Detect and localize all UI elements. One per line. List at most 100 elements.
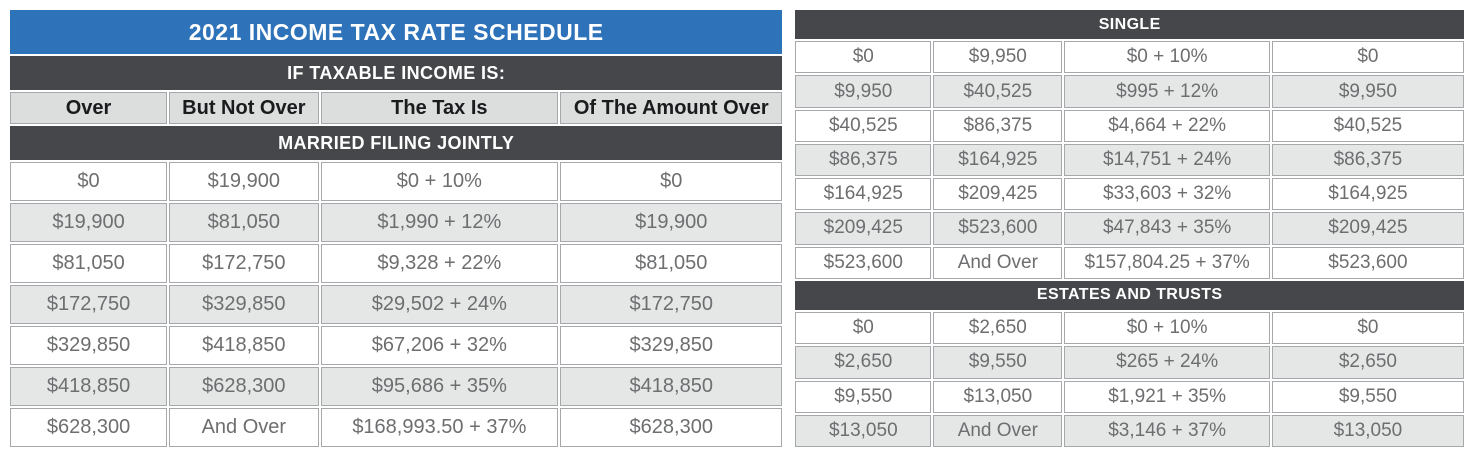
- table-cell: $81,050: [10, 244, 168, 283]
- married-filing-jointly-rows: $0 $19,900 $0 + 10% $0 $19,900 $81,050 $1,990 …: [10, 162, 783, 447]
- table-cell: $13,050: [1271, 414, 1464, 447]
- table-cell: $0 + 10%: [1064, 41, 1270, 74]
- single-rows: $0 $9,950 $0 + 10% $0 $9,950 $40,525 $995 + 12…: [795, 41, 1464, 279]
- table-cell: $628,300: [169, 367, 319, 406]
- table-cell: $0: [10, 162, 168, 201]
- table-cell: $4,664 + 22%: [1064, 109, 1270, 142]
- table-row: $2,650 $9,550 $265 + 24% $2,650: [795, 346, 1464, 379]
- table-row: $523,600 And Over $157,804.25 + 37% $523,60…: [795, 246, 1464, 279]
- married-filing-jointly-table: 2021 INCOME TAX RATE SCHEDULE IF TAXABLE…: [8, 8, 784, 449]
- table-cell: $0 + 10%: [1064, 312, 1270, 345]
- table-row: $172,750 $329,850 $29,502 + 24% $172,750: [10, 285, 783, 324]
- table-cell: $523,600: [795, 246, 932, 279]
- table-cell: $29,502 + 24%: [320, 285, 559, 324]
- table-row: $628,300 And Over $168,993.50 + 37% $628,30…: [10, 408, 783, 447]
- table-row: $40,525 $86,375 $4,664 + 22% $40,525: [795, 109, 1464, 142]
- table-cell: $0 + 10%: [320, 162, 559, 201]
- table-cell: $0: [795, 41, 932, 74]
- table-cell: $67,206 + 32%: [320, 326, 559, 365]
- table-cell: $86,375: [1271, 143, 1464, 177]
- table-cell: $265 + 24%: [1064, 346, 1270, 379]
- table-cell: $209,425: [795, 212, 932, 245]
- table-cell: $9,950: [795, 75, 932, 108]
- table-row: $209,425 $523,600 $47,843 + 35% $209,425: [795, 212, 1464, 245]
- table-cell: $19,900: [169, 162, 319, 201]
- table-cell: $3,146 + 37%: [1064, 414, 1270, 447]
- table-cell: $81,050: [169, 203, 319, 242]
- table-row: $9,950 $40,525 $995 + 12% $9,950: [795, 75, 1464, 108]
- table-cell: $47,843 + 35%: [1064, 212, 1270, 245]
- page-title: 2021 INCOME TAX RATE SCHEDULE: [10, 10, 783, 54]
- table-row: $418,850 $628,300 $95,686 + 35% $418,850: [10, 367, 783, 406]
- table-row: $9,550 $13,050 $1,921 + 35% $9,550: [795, 380, 1464, 413]
- table-cell: $418,850: [560, 367, 783, 406]
- table-cell: $157,804.25 + 37%: [1064, 246, 1270, 279]
- table-cell: $523,600: [1271, 246, 1464, 279]
- table-cell: $2,650: [933, 312, 1063, 345]
- table-cell: $0: [1271, 312, 1464, 345]
- table-cell: $86,375: [795, 143, 932, 177]
- table-cell: $0: [795, 312, 932, 345]
- table-cell: $329,850: [560, 326, 783, 365]
- table-row: $164,925 $209,425 $33,603 + 32% $164,925: [795, 178, 1464, 211]
- table-row: $13,050 And Over $3,146 + 37% $13,050: [795, 414, 1464, 447]
- table-cell: $19,900: [560, 203, 783, 242]
- table-cell: $9,550: [1271, 380, 1464, 413]
- table-cell: $2,650: [1271, 346, 1464, 379]
- table-cell: $40,525: [933, 75, 1063, 108]
- table-cell: $329,850: [169, 285, 319, 324]
- table-cell: $628,300: [560, 408, 783, 447]
- section-header-estates-and-trusts: ESTATES AND TRUSTS: [795, 280, 1464, 311]
- table-cell: And Over: [933, 246, 1063, 279]
- table-cell: $19,900: [10, 203, 168, 242]
- section-header-married-filing-jointly: MARRIED FILING JOINTLY: [10, 126, 783, 160]
- column-header-over: Over: [10, 92, 168, 124]
- table-cell: $9,950: [933, 41, 1063, 74]
- table-cell: $0: [1271, 41, 1464, 74]
- table-cell: $95,686 + 35%: [320, 367, 559, 406]
- table-cell: $0: [560, 162, 783, 201]
- table-cell: $14,751 + 24%: [1064, 143, 1270, 177]
- section-header-single: SINGLE: [795, 10, 1464, 40]
- table-cell: $9,550: [933, 346, 1063, 379]
- table-cell: And Over: [169, 408, 319, 447]
- table-cell: $1,990 + 12%: [320, 203, 559, 242]
- column-header-of-the-amount-over: Of The Amount Over: [560, 92, 783, 124]
- table-row: $0 $2,650 $0 + 10% $0: [795, 312, 1464, 345]
- table-cell: $209,425: [933, 178, 1063, 211]
- table-cell: $86,375: [933, 109, 1063, 142]
- table-cell: And Over: [933, 414, 1063, 447]
- column-header-but-not-over: But Not Over: [169, 92, 319, 124]
- table-row: $329,850 $418,850 $67,206 + 32% $329,850: [10, 326, 783, 365]
- table-cell: $164,925: [795, 178, 932, 211]
- single-and-estates-table: SINGLE $0 $9,950 $0 + 10% $0 $9,950 $40,525 $9…: [793, 8, 1466, 449]
- table-cell: $329,850: [10, 326, 168, 365]
- table-cell: $168,993.50 + 37%: [320, 408, 559, 447]
- table-row: $0 $9,950 $0 + 10% $0: [795, 41, 1464, 74]
- table-cell: $209,425: [1271, 212, 1464, 245]
- table-cell: $33,603 + 32%: [1064, 178, 1270, 211]
- estates-and-trusts-rows: $0 $2,650 $0 + 10% $0 $2,650 $9,550 $265 + 24%…: [795, 312, 1464, 447]
- table-row: $86,375 $164,925 $14,751 + 24% $86,375: [795, 143, 1464, 177]
- table-row: $0 $19,900 $0 + 10% $0: [10, 162, 783, 201]
- table-cell: $40,525: [795, 109, 932, 142]
- table-cell: $9,550: [795, 380, 932, 413]
- taxable-income-banner: IF TAXABLE INCOME IS:: [10, 56, 783, 90]
- table-cell: $418,850: [169, 326, 319, 365]
- table-cell: $628,300: [10, 408, 168, 447]
- table-cell: $2,650: [795, 346, 932, 379]
- table-cell: $172,750: [560, 285, 783, 324]
- table-cell: $164,925: [933, 143, 1063, 177]
- table-cell: $81,050: [560, 244, 783, 283]
- table-cell: $13,050: [933, 380, 1063, 413]
- table-cell: $13,050: [795, 414, 932, 447]
- table-cell: $9,950: [1271, 75, 1464, 108]
- table-cell: $40,525: [1271, 109, 1464, 142]
- column-header-the-tax-is: The Tax Is: [320, 92, 559, 124]
- table-cell: $418,850: [10, 367, 168, 406]
- table-cell: $172,750: [10, 285, 168, 324]
- table-cell: $1,921 + 35%: [1064, 380, 1270, 413]
- table-row: $81,050 $172,750 $9,328 + 22% $81,050: [10, 244, 783, 283]
- table-row: $19,900 $81,050 $1,990 + 12% $19,900: [10, 203, 783, 242]
